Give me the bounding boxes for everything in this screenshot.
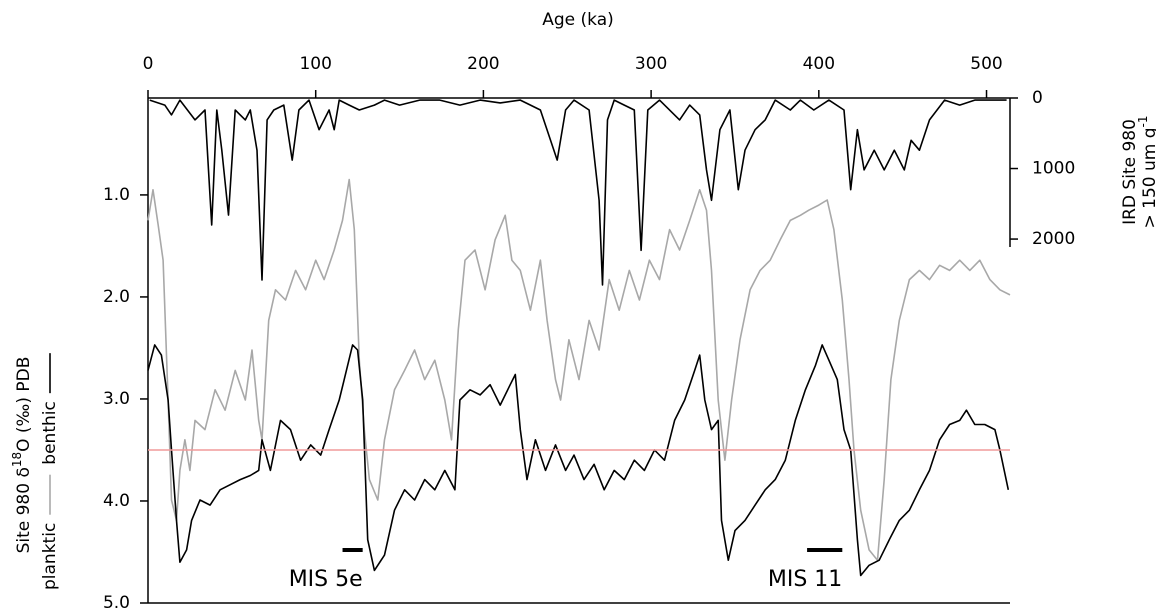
series-line [147,178,1011,561]
y-tick-label: 5.0 [103,593,130,608]
y2-tick-label: 2000 [1032,229,1075,249]
x-tick-label: 200 [467,54,499,74]
legend-label: benthic [40,401,60,465]
legend: planktic benthic [40,353,60,590]
x-tick-label: 500 [970,54,1002,74]
series-line [147,344,1010,577]
legend-label: planktic [40,523,60,590]
x-tick-label: 0 [143,54,154,74]
y-tick-label: 3.0 [103,389,130,409]
x-axis-title: Age (ka) [542,10,614,30]
x-tick-label: 100 [299,54,331,74]
y-tick-label: 4.0 [103,491,130,511]
y2-label-line: IRD Site 980 [1120,119,1140,225]
y2-tick-label: 1000 [1032,159,1075,179]
y-tick-label: 1.0 [103,185,130,205]
series-line [149,99,1007,286]
annotation-label: MIS 5e [289,567,363,592]
y-axis-title: Site 980 δ18O (‰) PDB [10,357,35,554]
x-tick-label: 300 [635,54,667,74]
y-tick-label: 2.0 [103,287,130,307]
y2-axis-title: IRD Site 980 > 150 um g-1 [1120,116,1156,229]
y-label-part: O (‰) PDB [14,357,34,452]
y-label-part: Site 980 δ [14,467,34,553]
y-axis-title-text: Site 980 δ18O (‰) PDB [10,357,35,554]
x-tick-label: 400 [803,54,835,74]
y-label-sup: 18 [10,452,24,467]
annotation-label: MIS 11 [768,567,842,592]
y2-tick-label: 0 [1032,88,1043,108]
y2-label-part: > 150 um g [1140,127,1156,228]
y2-label-line: > 150 um g-1 [1136,116,1156,229]
y2-label-sup: -1 [1136,116,1150,128]
